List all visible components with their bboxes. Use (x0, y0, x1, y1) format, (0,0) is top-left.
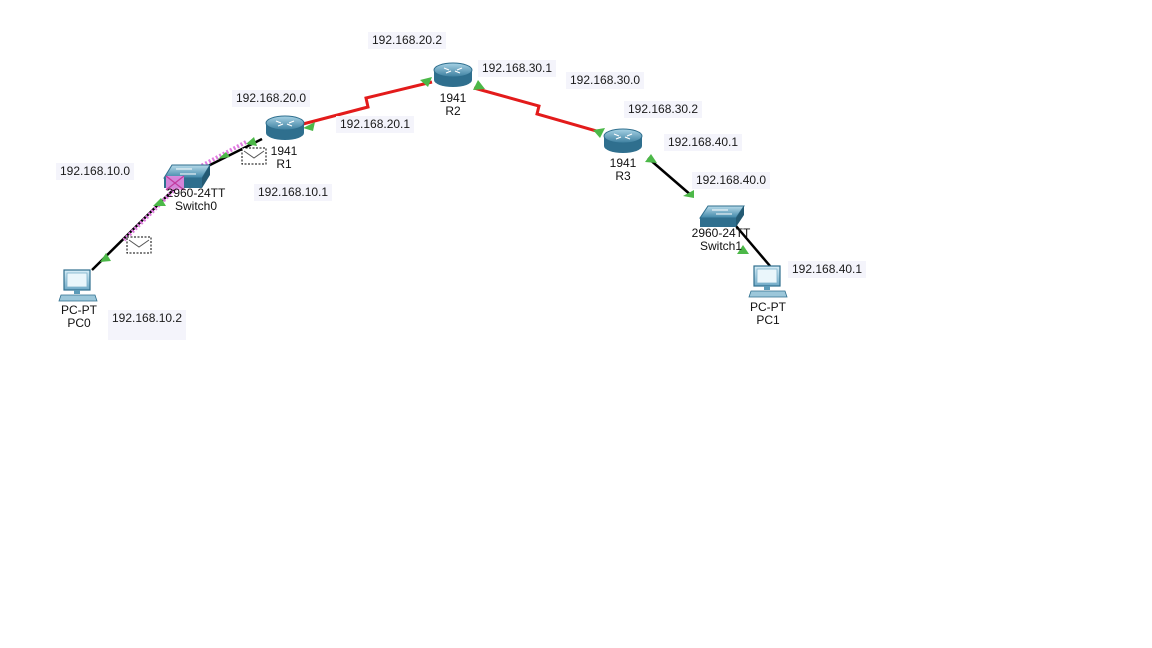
ip-note-label[interactable]: 192.168.20.1 (336, 116, 415, 133)
pdu-envelope-icon[interactable] (126, 236, 152, 254)
switch-icon-switch0[interactable] (163, 164, 211, 191)
switch-icon-switch1[interactable] (699, 205, 745, 227)
ip-note-label[interactable]: 192.168.40.1 (664, 134, 743, 151)
device-model-switch0: 2960-24TT (166, 186, 226, 200)
device-name-r1: R1 (276, 157, 292, 171)
pc-icon-pc0[interactable] (58, 269, 98, 302)
ethernet-link-r3-switch1[interactable] (647, 157, 693, 197)
ip-note-label[interactable]: 192.168.30.0 (566, 72, 645, 89)
ip-note-label[interactable]: 192.168.40.0 (692, 172, 771, 189)
ip-note-label[interactable]: 192.168.20.2 (368, 32, 447, 49)
pc-icon-pc1[interactable] (748, 265, 788, 298)
ethernet-link-switch1-pc1[interactable] (735, 225, 771, 267)
device-model-pc0: PC-PT (61, 303, 97, 317)
serial-link-r2-r3[interactable] (473, 86, 601, 134)
device-name-r2: R2 (445, 104, 461, 118)
pdu-envelope-icon[interactable] (241, 147, 267, 165)
ip-note-label[interactable]: 192.168.40.1 (788, 261, 867, 278)
device-model-pc1: PC-PT (750, 300, 786, 314)
device-name-r3: R3 (615, 169, 631, 183)
router-icon-r1[interactable] (265, 115, 305, 140)
router-icon-r2[interactable] (433, 62, 473, 87)
ip-note-label[interactable]: 192.168.20.0 (232, 90, 311, 107)
device-name-switch1: Switch1 (699, 239, 743, 253)
device-name-pc1: PC1 (756, 313, 780, 327)
device-model-r1: 1941 (270, 144, 298, 158)
router-icon-r3[interactable] (603, 128, 643, 153)
device-name-pc0: PC0 (67, 316, 91, 330)
ip-note-label[interactable]: 192.168.10.2 (108, 310, 187, 340)
port-up-indicators (100, 77, 749, 262)
serial-link-r1-r2[interactable] (302, 80, 433, 126)
ip-note-label[interactable]: 192.168.30.1 (478, 60, 557, 77)
ip-note-label[interactable]: 192.168.30.2 (624, 101, 703, 118)
ip-note-label[interactable]: 192.168.10.1 (254, 184, 333, 201)
ip-note-label[interactable]: 192.168.10.0 (56, 163, 135, 180)
device-model-switch1: 2960-24TT (691, 226, 751, 240)
device-model-r2: 1941 (439, 91, 467, 105)
device-name-switch0: Switch0 (174, 199, 218, 213)
device-model-r3: 1941 (609, 156, 637, 170)
